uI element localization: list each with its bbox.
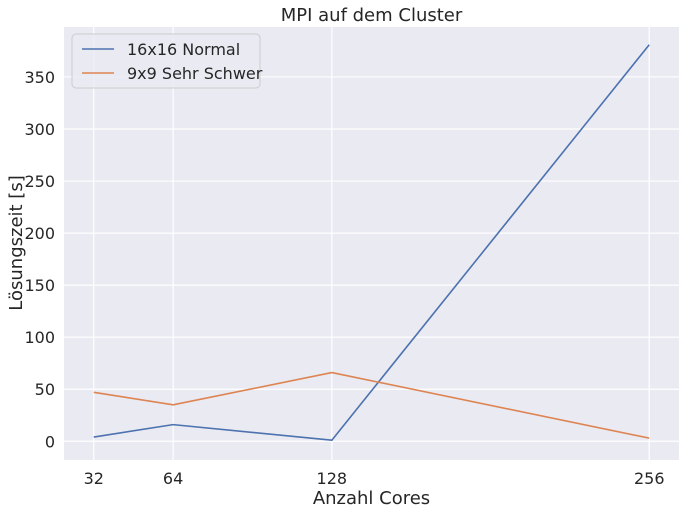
legend-box [71,33,261,89]
x-tick-label-32: 32 [84,469,104,488]
x-axis-label: Anzahl Cores [313,488,430,509]
series-line-16x16-normal [93,44,650,442]
y-tick-label-200: 200 [24,224,55,243]
chart-title: MPI auf dem Cluster [281,5,463,26]
y-tick-label-100: 100 [24,328,55,347]
legend-label-16x16-normal: 16x16 Normal [127,40,240,59]
y-tick-label-50: 50 [35,380,55,399]
y-tick-label-0: 0 [45,432,55,451]
series-line-9x9-sehr-schwer [93,371,650,439]
y-tick-label-150: 150 [24,276,55,295]
series-lines [93,44,650,442]
y-tick-label-350: 350 [24,68,55,87]
tick-labels: 0 50 100 150 200 250 300 350 32 64 128 256 [24,68,664,488]
grid-lines [64,27,679,460]
y-tick-label-300: 300 [24,120,55,139]
plot-area [64,27,679,460]
y-axis-label: Lösungszeit [s] [6,175,27,310]
y-tick-label-250: 250 [24,172,55,191]
x-tick-label-64: 64 [163,469,183,488]
legend-label-9x9-sehr-schwer: 9x9 Sehr Schwer [127,64,263,83]
x-tick-label-128: 128 [317,469,348,488]
legend: 16x16 Normal 9x9 Sehr Schwer [71,33,263,89]
x-tick-label-256: 256 [634,469,665,488]
